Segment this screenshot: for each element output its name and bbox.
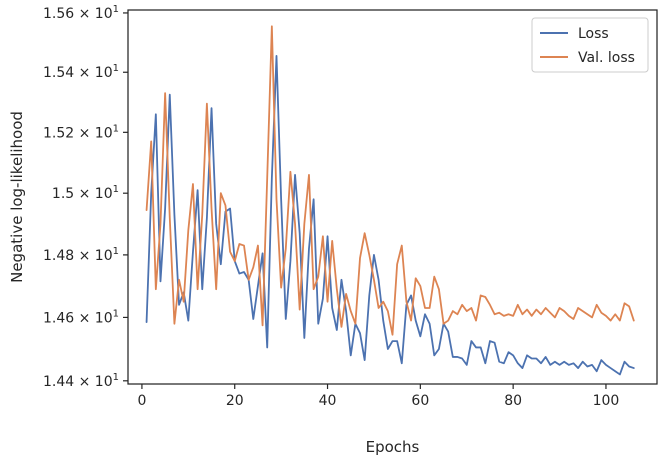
x-tick-label: 80 [504,393,522,409]
y-tick-label: 1.52 × 101 [43,123,119,141]
y-tick-label: 1.46 × 101 [43,308,119,326]
plot-area-frame [127,9,658,385]
x-tick-label: 100 [593,393,620,409]
series-line-val-loss [145,25,635,336]
x-axis-ticks: 0 20 40 60 80 100 [137,384,619,409]
y-tick-label: 1.56 × 101 [43,4,119,22]
legend-label-loss: Loss [578,26,609,42]
x-tick-label: 0 [137,393,146,409]
y-tick-label: 1.54 × 101 [43,63,119,81]
x-tick-label: 40 [319,393,337,409]
legend-box [531,17,649,73]
y-tick-label: 1.48 × 101 [43,246,119,264]
x-tick-label: 20 [226,393,244,409]
legend: Loss Val. loss [531,17,649,73]
y-tick-label: 1.5 × 101 [52,184,119,202]
y-axis-ticks: 1.44 × 101 1.46 × 101 1.48 × 101 1.5 × 101 1… [43,4,128,390]
y-axis-label: Negative log-likelihood [8,111,26,283]
y-tick-label: 1.44 × 101 [43,372,119,390]
legend-label-val-loss: Val. loss [578,50,635,66]
series-line-loss [145,54,635,376]
x-tick-label: 60 [411,393,429,409]
x-axis-label: Epochs [366,438,420,456]
series-layer [145,25,635,376]
